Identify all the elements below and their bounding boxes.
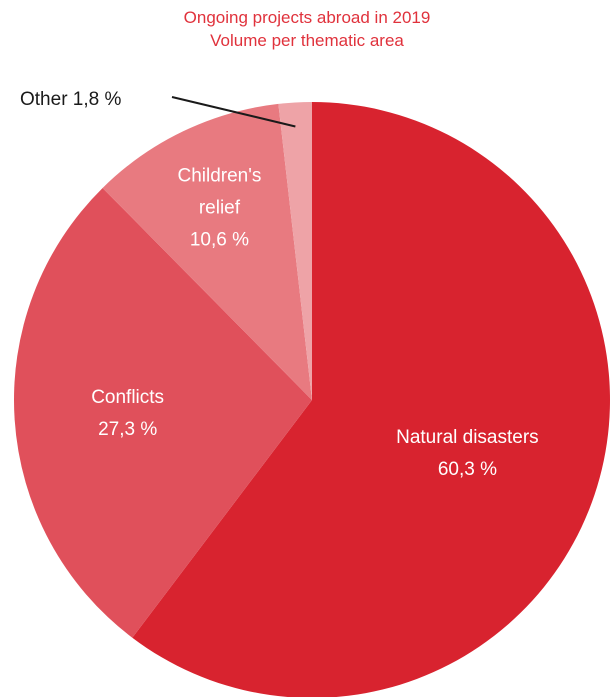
chart-subtitle: Volume per thematic area — [210, 31, 404, 50]
chart-title: Ongoing projects abroad in 2019 — [183, 8, 431, 27]
slice-label-0: Natural disasters 60,3 % — [396, 427, 539, 480]
callout-line-other — [171, 96, 296, 128]
slice-label-1: Conflicts 27,3 % — [91, 387, 164, 440]
chart-title-block: Ongoing projects abroad in 2019 Volume p… — [0, 6, 614, 52]
pie-slice-2 — [102, 103, 312, 400]
slice-label-3: Other 1,8 % — [20, 89, 121, 110]
pie-slice-0 — [132, 102, 610, 697]
pie-slice-1 — [13, 187, 312, 638]
slice-label-2: Children's relief 10,6 % — [177, 165, 261, 250]
pie-slice-3 — [278, 102, 312, 400]
